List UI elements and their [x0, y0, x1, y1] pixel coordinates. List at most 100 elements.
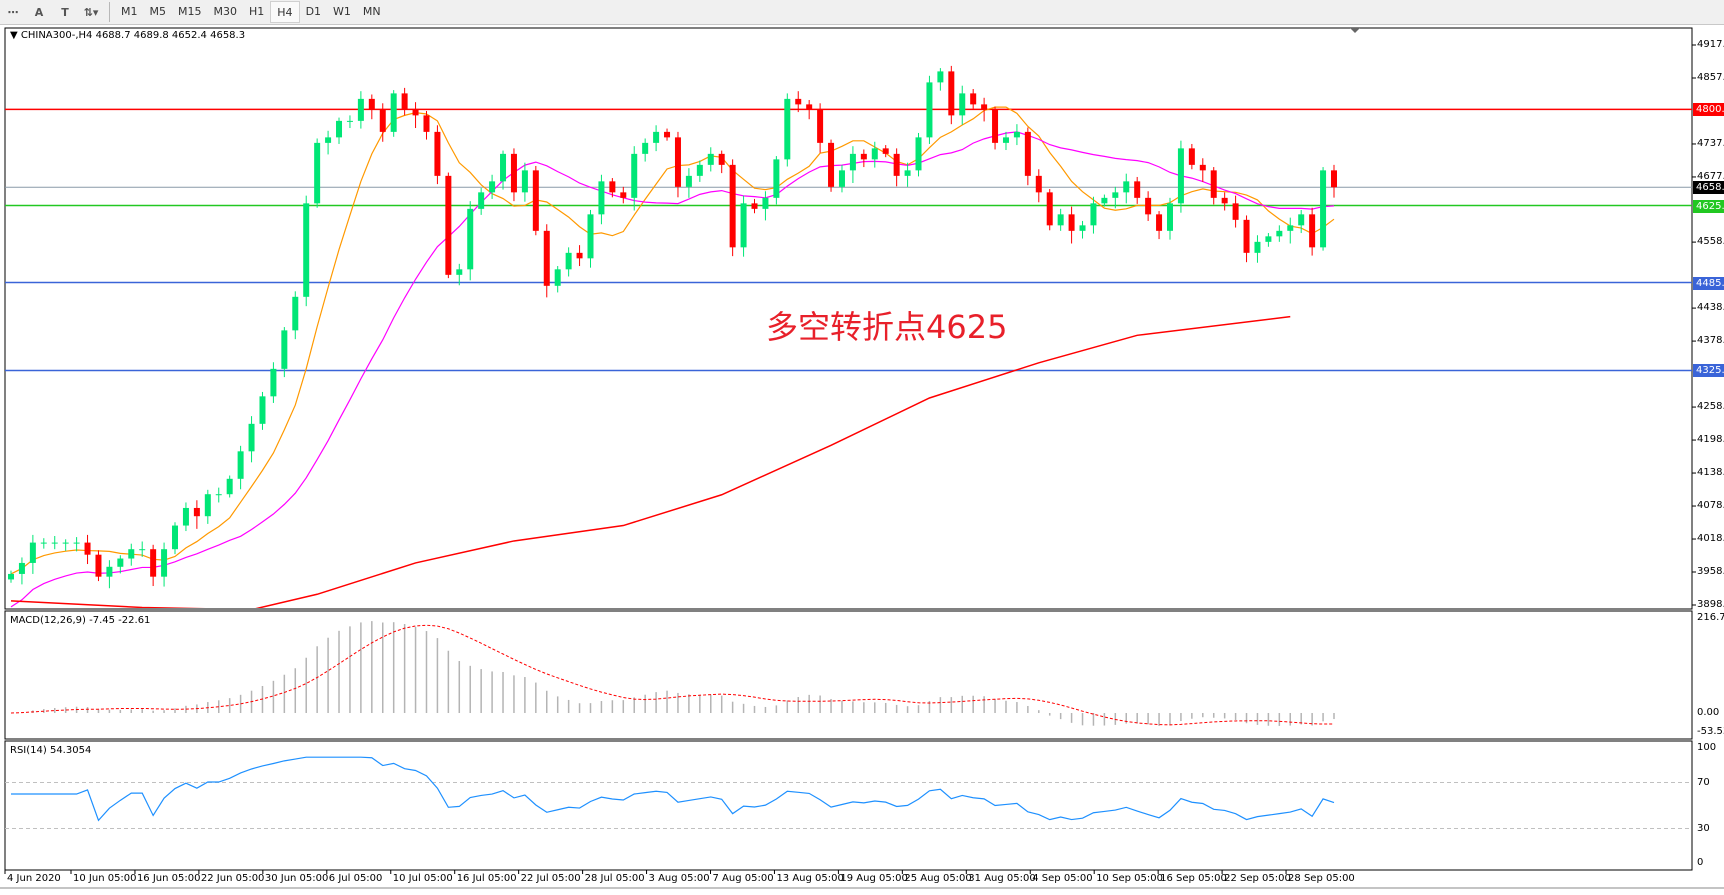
- macd-panel-border: [4, 610, 1693, 740]
- timeframe-h1[interactable]: H1: [249, 5, 265, 18]
- candle-body: [631, 153, 638, 198]
- candle-body: [806, 104, 813, 110]
- candle-body: [1188, 148, 1195, 165]
- candle-body: [1166, 203, 1173, 231]
- candle-body: [1112, 192, 1119, 198]
- date-axis-label: 22 Jun 05:00: [200, 873, 265, 884]
- price-tag-4625.0: 4625.0: [1693, 199, 1724, 213]
- date-axis-label: 3 Aug 05:00: [648, 873, 710, 884]
- date-axis-label: 10 Jun 05:00: [73, 873, 137, 884]
- macd-axis-label: 216.78: [1697, 612, 1724, 623]
- candle-body: [325, 137, 332, 143]
- symbol-info: ▼ CHINA300-,H4 4688.7 4689.8 4652.4 4658…: [10, 30, 245, 41]
- candle-body: [445, 175, 452, 275]
- timeframe-d1[interactable]: D1: [305, 5, 322, 18]
- candle-body: [95, 554, 102, 577]
- candle-body: [73, 542, 80, 544]
- text-box-icon[interactable]: T: [61, 5, 69, 19]
- candle-body: [1243, 219, 1250, 253]
- timeframe-m30[interactable]: M30: [213, 5, 238, 18]
- candle-body: [401, 93, 408, 110]
- candle-body: [237, 451, 244, 479]
- timeframe-m1[interactable]: M1: [121, 5, 138, 18]
- date-axis-label: 22 Sep 05:00: [1224, 873, 1291, 884]
- rsi-axis-label: 30: [1697, 822, 1710, 834]
- candle-body: [642, 142, 649, 154]
- date-axis-label: 7 Aug 05:00: [712, 873, 774, 884]
- candle-body: [871, 148, 878, 160]
- timeframe-w1[interactable]: W1: [333, 5, 351, 18]
- candle-body: [8, 573, 14, 580]
- candle-body: [1276, 230, 1283, 237]
- candle-body: [565, 252, 572, 270]
- candle-body: [1013, 131, 1020, 138]
- candle-body: [117, 558, 124, 567]
- date-axis-label: 30 Jun 05:00: [264, 873, 329, 884]
- price-axis-label: 4078.5: [1697, 500, 1724, 512]
- timeframe-h4[interactable]: H4: [270, 1, 300, 23]
- candle-body: [357, 98, 364, 121]
- candle-body: [937, 71, 944, 83]
- date-axis-label: 25 Aug 05:00: [904, 873, 972, 884]
- candle-body: [959, 93, 966, 116]
- candle-body: [828, 142, 835, 187]
- date-axis-label: 19 Aug 05:00: [840, 873, 908, 884]
- date-axis-label: 4 Jun 2020: [7, 873, 61, 884]
- candle-body: [1331, 170, 1337, 188]
- candle-body: [379, 109, 386, 132]
- grid-icon[interactable]: ⋯: [7, 5, 19, 19]
- toolbar-divider: [109, 2, 110, 22]
- candle-body: [882, 148, 889, 154]
- candle-body: [1035, 175, 1042, 193]
- date-axis-label: 4 Sep 05:00: [1032, 873, 1093, 884]
- candle-body: [456, 269, 463, 275]
- collapse-arrow-icon[interactable]: ▼: [10, 30, 21, 41]
- candle-body: [674, 137, 681, 187]
- main-plot: [8, 65, 1337, 608]
- arrows-icon[interactable]: ⇅▾: [83, 5, 99, 19]
- price-axis-label: 4917.0: [1697, 39, 1724, 50]
- price-tag-4658.3: 4658.3: [1693, 181, 1724, 195]
- candle-body: [51, 542, 58, 544]
- candle-body: [1145, 197, 1152, 215]
- date-axis-label: 28 Jul 05:00: [584, 873, 645, 884]
- candle-body: [336, 120, 343, 138]
- candle-body: [161, 549, 168, 577]
- timeframe-mn[interactable]: MN: [362, 5, 381, 18]
- candle-body: [992, 109, 999, 143]
- candle-body: [1057, 214, 1064, 226]
- candle-body: [926, 82, 933, 138]
- candle-body: [478, 192, 485, 209]
- price-axis-label: 4558.5: [1697, 236, 1724, 248]
- timeframe-m5[interactable]: M5: [149, 5, 167, 18]
- candle-body: [500, 153, 507, 182]
- timeframe-m15[interactable]: M15: [178, 5, 202, 18]
- candle-body: [172, 525, 179, 550]
- price-tag-4800.0: 4800.0: [1693, 103, 1724, 117]
- candle-body: [18, 562, 25, 574]
- text-a-icon[interactable]: A: [34, 5, 44, 19]
- candle-body: [193, 507, 200, 517]
- candle-body: [314, 142, 321, 204]
- candle-body: [598, 181, 605, 215]
- candle-body: [412, 109, 419, 116]
- price-axis-label: 4677.0: [1697, 170, 1724, 182]
- candle-body: [521, 170, 528, 193]
- price-axis-label: 4857.0: [1697, 71, 1724, 83]
- candle-body: [543, 230, 550, 286]
- rsi-axis-label: 100: [1697, 742, 1717, 753]
- candle-body: [576, 252, 583, 259]
- candle-body: [685, 175, 692, 187]
- main-panel-border: [4, 27, 1693, 610]
- candle-body: [849, 153, 856, 171]
- candle-body: [838, 170, 845, 187]
- candle-body: [281, 330, 288, 369]
- price-axis-label: 4737.0: [1697, 137, 1724, 149]
- candle-body: [904, 170, 911, 176]
- date-axis-label: 28 Sep 05:00: [1288, 873, 1355, 884]
- candle-body: [1221, 197, 1228, 204]
- price-axis-label: 3958.5: [1697, 566, 1724, 577]
- candle-body: [1090, 203, 1097, 226]
- candle-body: [139, 549, 146, 551]
